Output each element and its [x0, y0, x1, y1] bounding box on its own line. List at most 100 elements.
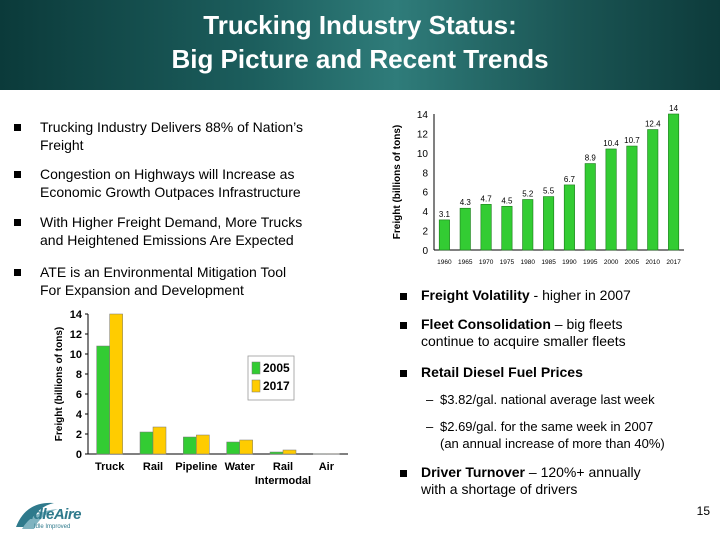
bullet-square-icon [400, 293, 407, 300]
x-tick-label: Pipeline [175, 461, 217, 473]
bar [480, 204, 492, 251]
x-tick-label: 1995 [583, 259, 598, 266]
bullet-item: Retail Diesel Fuel Prices [400, 364, 583, 381]
slide-title: Trucking Industry Status: Big Picture an… [0, 8, 720, 76]
bullet-square-icon [14, 269, 21, 276]
bullet-text: Trucking Industry Delivers 88% of Nation… [40, 119, 303, 135]
bullet-item: ATE is an Environmental Mitigation Tool … [14, 263, 286, 299]
title-line-1: Trucking Industry Status: [203, 10, 517, 40]
bar [152, 426, 167, 455]
freight-by-mode-chart: Freight (billions of tons) 0 2 4 6 8 10 12 14 Tru… [54, 309, 348, 487]
bullet-item: Driver Turnover – 120%+ annually with a s… [400, 464, 641, 498]
x-tick-label: 2017 [666, 259, 681, 266]
bar [522, 199, 534, 251]
data-label: 3.1 [439, 210, 451, 219]
bullet-item: Congestion on Highways will Increase as … [14, 165, 301, 201]
y-tick-label: 8 [76, 369, 82, 381]
legend-label: 2005 [263, 361, 290, 375]
x-tick-label: Truck [95, 461, 125, 473]
bullet-item: Trucking Industry Delivers 88% of Nation… [14, 118, 303, 154]
x-tick-label: Rail [143, 461, 163, 473]
bar [668, 113, 680, 251]
bullet-heading: Driver Turnover [421, 464, 525, 480]
bar [139, 431, 154, 455]
x-tick-label: 2000 [604, 259, 619, 266]
sub-bullet-text: $3.82/gal. national average last week [440, 392, 655, 407]
bullet-text: and Heightened Emissions Are Expected [40, 232, 294, 248]
bar [313, 453, 327, 455]
data-label: 12.4 [645, 120, 661, 129]
data-label: 10.4 [603, 139, 619, 148]
sub-bullet-text: (an annual increase of more than 40%) [440, 436, 665, 451]
y-tick-label: 12 [417, 129, 429, 140]
bar [96, 345, 110, 455]
bullet-square-icon [14, 171, 21, 178]
bar [438, 219, 450, 251]
bullet-heading: Retail Diesel Fuel Prices [421, 364, 583, 380]
y-tick-label: 4 [422, 207, 428, 218]
x-tick-label: Water [225, 461, 256, 473]
x-tick-label: 1970 [479, 259, 494, 266]
y-tick-label: 8 [422, 168, 428, 179]
bullet-item: Freight Volatility - higher in 2007 [400, 287, 631, 304]
bullet-square-icon [14, 219, 21, 226]
x-tick-label: Intermodal [255, 475, 311, 487]
bar [605, 148, 617, 251]
bullet-text: Congestion on Highways will Increase as [40, 166, 295, 182]
idleaire-logo-icon [16, 502, 58, 529]
data-label: 4.3 [460, 198, 472, 207]
y-tick-label: 14 [70, 309, 83, 321]
x-tick-label: Rail [273, 461, 293, 473]
freight-trend-chart: Freight (billions of tons) 0 2 4 6 8 10 12 14 3.1… [392, 104, 684, 266]
logo-tagline: Idle Improved [34, 524, 71, 530]
x-tick-label: Air [319, 461, 335, 473]
bar [109, 313, 123, 455]
bar [239, 439, 253, 455]
legend-swatch [251, 361, 261, 375]
x-tick-label: 1965 [458, 259, 473, 266]
bullet-text: ATE is an Environmental Mitigation Tool [40, 264, 287, 280]
y-axis-label: Freight (billions of tons) [392, 125, 403, 239]
y-tick-label: 6 [422, 188, 428, 199]
bar [647, 129, 659, 251]
data-label: 5.2 [522, 189, 534, 198]
y-tick-label: 6 [76, 389, 82, 401]
legend-swatch [251, 379, 261, 393]
bullet-text: – big fleets [550, 316, 623, 332]
bar [563, 184, 575, 251]
dash-icon: – [426, 419, 434, 434]
bullet-square-icon [400, 470, 407, 477]
bar [543, 196, 555, 251]
bullet-heading: Fleet Consolidation [421, 316, 551, 332]
data-label: 8.9 [585, 154, 597, 163]
slide-header [0, 0, 720, 90]
bar [459, 207, 471, 251]
bullet-square-icon [14, 124, 21, 131]
x-tick-label: 1980 [521, 259, 536, 266]
y-tick-label: 0 [76, 449, 82, 461]
y-tick-label: 2 [422, 227, 428, 238]
bar [584, 163, 596, 251]
y-tick-label: 10 [70, 349, 82, 361]
data-label: 5.5 [543, 187, 555, 196]
y-tick-label: 2 [76, 429, 82, 441]
bullet-text: Economic Growth Outpaces Infrastructure [40, 184, 301, 200]
logo-text: IdleAire [30, 506, 82, 523]
y-tick-label: 14 [417, 110, 429, 121]
legend-label: 2017 [263, 379, 290, 393]
x-tick-label: 1990 [562, 259, 577, 266]
y-tick-label: 10 [417, 149, 429, 160]
data-label: 6.7 [564, 175, 576, 184]
bullet-text: – 120%+ annually [525, 464, 641, 480]
bar [282, 449, 297, 455]
dash-icon: – [426, 392, 434, 407]
x-tick-label: 1985 [541, 259, 556, 266]
data-label: 14 [669, 104, 678, 113]
bar [196, 434, 210, 455]
bullet-heading: Freight Volatility [421, 287, 530, 303]
sub-bullet-item: – $2.69/gal. for the same week in 2007 (a… [426, 418, 665, 452]
y-axis-label: Freight (billions of tons) [54, 327, 65, 441]
data-label: 10.7 [624, 136, 640, 145]
bar [626, 145, 638, 251]
bar [183, 436, 197, 455]
